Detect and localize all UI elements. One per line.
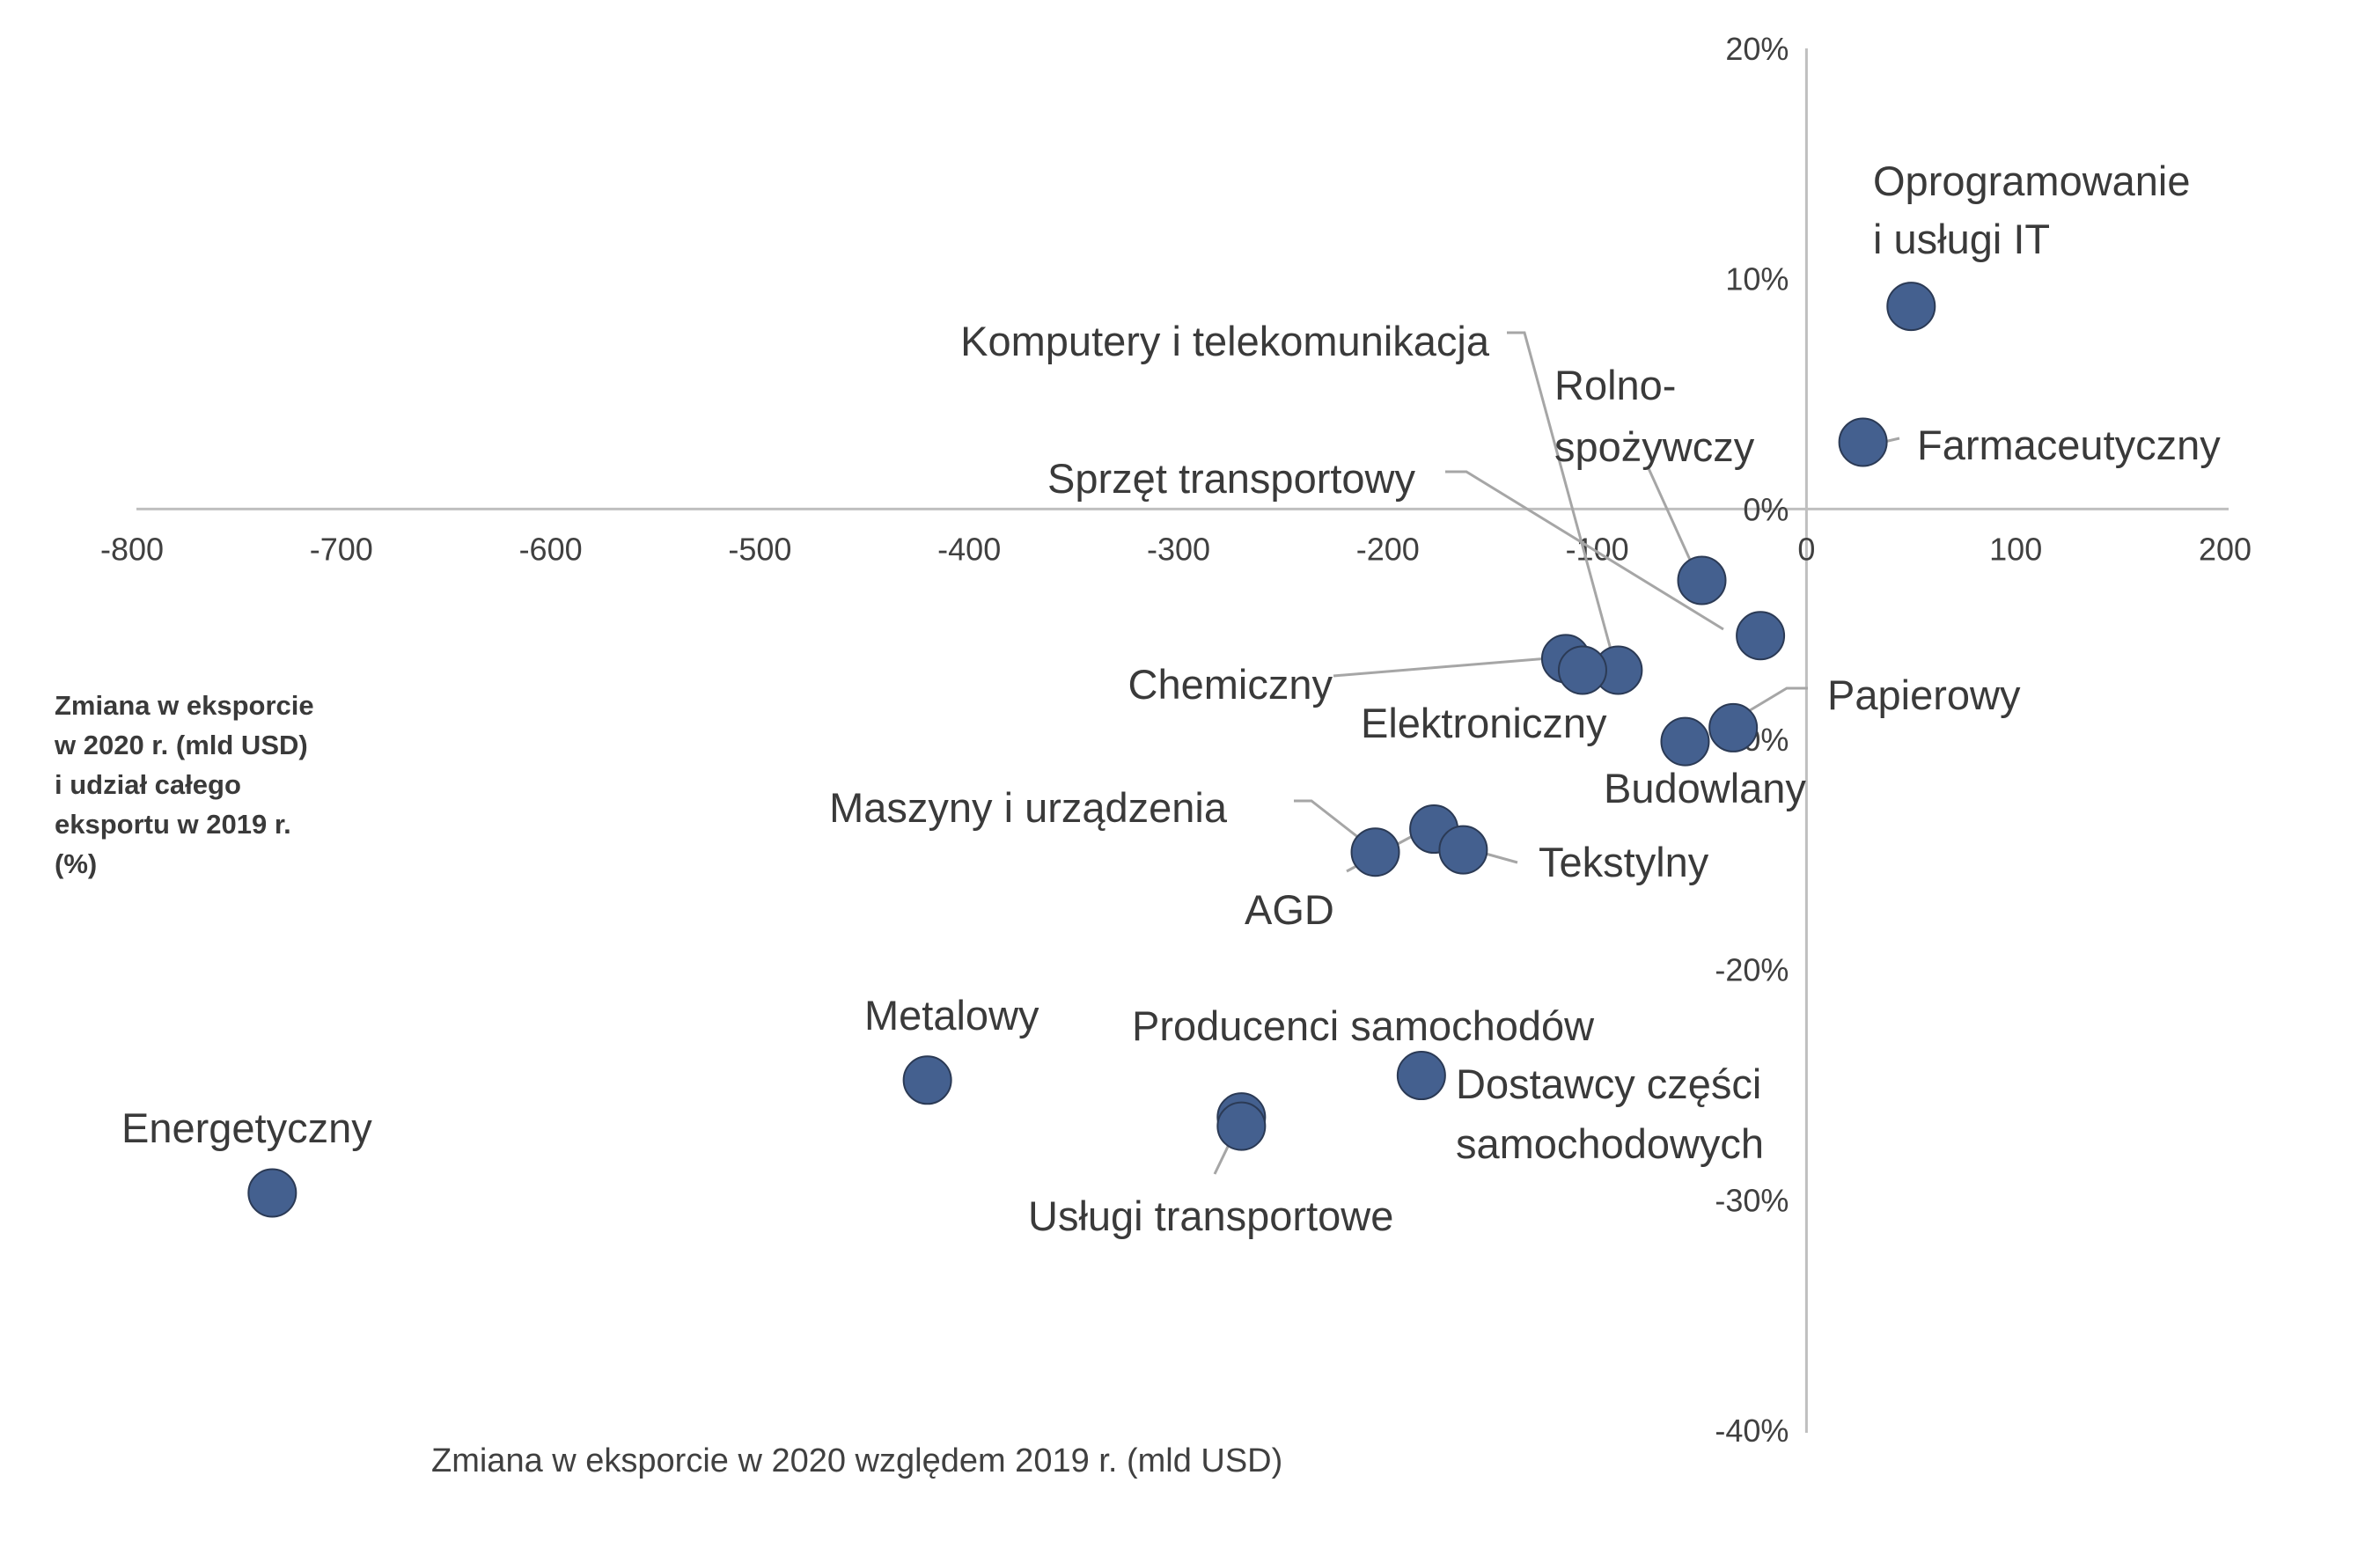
data-point xyxy=(1708,702,1759,752)
label-tekstylny: Tekstylny xyxy=(1539,839,1709,885)
x-tick-label: -300 xyxy=(1147,531,1210,567)
x-tick-label: -600 xyxy=(519,531,583,567)
leader-line-papierowy xyxy=(1733,686,1808,722)
y-axis-label-line: Zmiana w eksporcie xyxy=(55,690,314,721)
data-points xyxy=(247,282,1936,1218)
x-tick-label: 100 xyxy=(1989,531,2042,567)
x-tick-label: -100 xyxy=(1566,531,1629,567)
data-point xyxy=(1396,1051,1446,1101)
x-tick-label: -800 xyxy=(100,531,164,567)
leader-line-komputery xyxy=(1507,331,1618,670)
label-producenci-samochodow: Producenci samochodów xyxy=(1132,1002,1595,1049)
label-farmaceutyczny: Farmaceutyczny xyxy=(1917,422,2221,468)
x-tick-label: -200 xyxy=(1356,531,1420,567)
y-axis-label-line: i udział całego xyxy=(55,769,241,800)
x-axis-label: Zmiana w eksporcie w 2020 względem 2019 … xyxy=(431,1442,1282,1479)
label-rolno-spozywczy: Rolno-spożywczy xyxy=(1554,362,1755,470)
data-point xyxy=(1736,611,1786,661)
leader-line-chemiczny xyxy=(1333,655,1570,678)
y-tick-label: -20% xyxy=(1715,952,1789,988)
y-tick-label: 10% xyxy=(1725,261,1789,297)
data-point xyxy=(1216,1101,1267,1151)
data-point xyxy=(1886,282,1936,332)
x-tick-labels: -800 -700 -600 -500 -400 -300 -200 -100 0 100 200 xyxy=(100,531,2251,567)
y-axis-label-line: (%) xyxy=(55,848,97,879)
data-point xyxy=(1438,825,1488,875)
x-tick-label: -400 xyxy=(937,531,1001,567)
x-tick-label: -500 xyxy=(728,531,791,567)
y-axis-label: Zmiana w eksporcie w 2020 r. (mld USD) i u… xyxy=(54,690,314,879)
label-dostawcy: Dostawcy części samochodowych xyxy=(1456,1061,1764,1167)
point-labels: Oprogramowanie i usługi IT Farmaceutyczny… xyxy=(121,158,2221,1239)
label-komputery: Komputery i telekomunikacja xyxy=(960,318,1490,364)
data-point xyxy=(1350,827,1400,877)
label-papierowy: Papierowy xyxy=(1827,672,2021,718)
label-uslugi-transportowe: Usługi transportowe xyxy=(1028,1193,1393,1239)
y-axis-label-line: w 2020 r. (mld USD) xyxy=(54,730,308,760)
x-tick-label: 200 xyxy=(2199,531,2251,567)
leader-line-sprzet xyxy=(1445,470,1724,631)
y-tick-label: -40% xyxy=(1715,1413,1789,1449)
label-energetyczny: Energetyczny xyxy=(121,1105,372,1151)
data-point xyxy=(247,1168,298,1218)
leader-line-maszyny xyxy=(1294,799,1372,849)
label-maszyny: Maszyny i urządzenia xyxy=(829,784,1228,831)
data-point xyxy=(1677,555,1727,606)
y-tick-label: 0% xyxy=(1743,491,1789,527)
data-point xyxy=(1557,645,1607,695)
label-elektroniczny: Elektroniczny xyxy=(1361,700,1607,746)
data-point xyxy=(902,1055,952,1105)
label-sprzet-transportowy: Sprzęt transportowy xyxy=(1047,455,1415,502)
data-point xyxy=(1660,716,1710,767)
label-chemiczny: Chemiczny xyxy=(1128,661,1333,708)
y-tick-label: -30% xyxy=(1715,1182,1789,1218)
x-tick-label: -700 xyxy=(310,531,373,567)
y-tick-label: 20% xyxy=(1725,31,1789,67)
label-metalowy: Metalowy xyxy=(864,992,1039,1039)
data-point xyxy=(1838,417,1888,467)
x-tick-label: 0 xyxy=(1797,531,1815,567)
label-oprogramowanie: Oprogramowanie i usługi IT xyxy=(1873,158,2191,262)
label-agd: AGD xyxy=(1245,886,1334,933)
label-budowlany: Budowlany xyxy=(1604,765,1806,811)
y-axis-label-line: eksportu w 2019 r. xyxy=(55,809,291,840)
